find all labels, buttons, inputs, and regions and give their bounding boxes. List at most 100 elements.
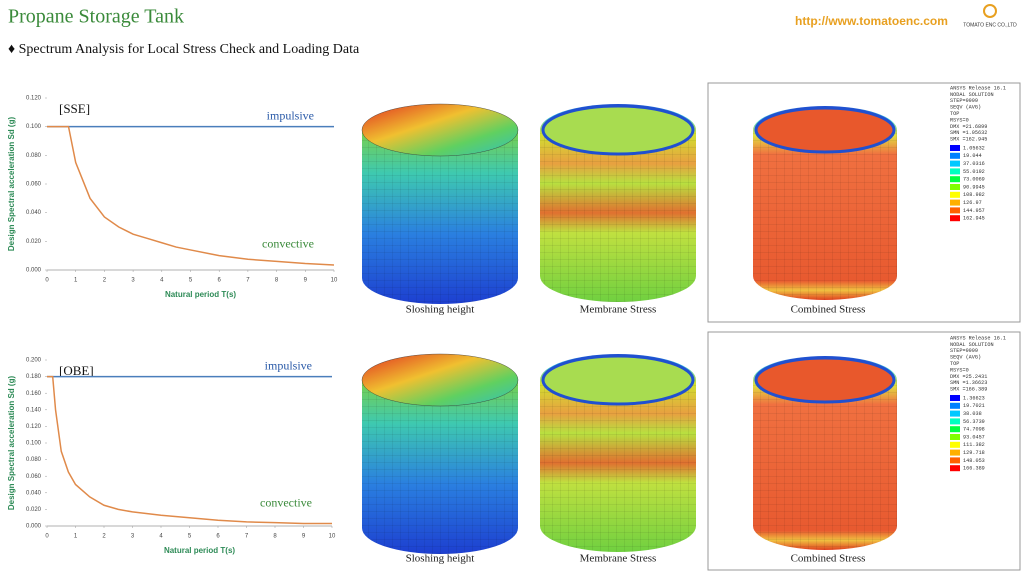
legend-header: SEQV (AVG) (950, 355, 981, 361)
x-tick-label: 0 (45, 534, 49, 540)
series-label: convective (262, 237, 314, 251)
legend-level: 90.9945 (963, 184, 985, 190)
legend-level: 55.0192 (963, 169, 985, 175)
x-tick-label: 5 (188, 534, 192, 540)
legend-swatch (950, 449, 960, 456)
tank-mesh (362, 130, 518, 304)
chart-title: [SSE] (59, 101, 90, 116)
legend-header: SMX =162.945 (950, 137, 987, 143)
legend-level: 108.982 (963, 192, 985, 198)
tank-interior (754, 356, 896, 404)
tank-interior (541, 104, 695, 156)
legend-header: TOP (950, 361, 959, 367)
logo-icon (983, 4, 997, 18)
tank-mesh (753, 130, 897, 300)
y-tick-label: 0.080 (26, 457, 42, 463)
legend-header: NODAL SOLUTION (950, 342, 994, 348)
series-label: impulsive (267, 108, 314, 122)
legend-header: ANSYS Release 16.1 (950, 85, 1006, 91)
legend-level: 144.957 (963, 208, 985, 214)
y-tick-label: 0.040 (26, 210, 42, 216)
y-tick-label: 0.020 (26, 507, 42, 513)
legend-level: 19.044 (963, 153, 982, 159)
y-tick-label: 0.080 (26, 153, 42, 159)
y-tick-label: 0.180 (26, 374, 42, 380)
x-tick-label: 1 (74, 278, 78, 284)
panel-border (707, 82, 1021, 323)
legend-level: 129.718 (963, 450, 985, 456)
x-tick-label: 3 (131, 534, 135, 540)
x-tick-label: 10 (329, 534, 336, 540)
caption: Combined Stress (791, 304, 866, 316)
subtitle: ♦ Spectrum Analysis for Local Stress Che… (8, 42, 360, 57)
legend-level: 93.0457 (963, 434, 985, 440)
x-tick-label: 5 (189, 278, 193, 284)
x-tick-label: 10 (331, 278, 338, 284)
caption: Combined Stress (791, 553, 866, 565)
legend-swatch (950, 395, 960, 401)
tank-mesh (362, 380, 518, 554)
y-tick-label: 0.060 (26, 182, 42, 188)
y-tick-label: 0.100 (26, 124, 42, 130)
y-tick-label: 0.040 (26, 490, 42, 496)
legend-level: 73.0069 (963, 177, 985, 183)
legend-level: 19.7021 (963, 403, 985, 409)
y-axis-label: Design Spectral acceleration Sd (g) (7, 376, 16, 511)
legend-swatch (950, 184, 960, 190)
series-label: impulsive (265, 358, 312, 372)
y-tick-label: 0.020 (26, 239, 42, 245)
series-label: convective (260, 495, 312, 509)
y-tick-label: 0.140 (26, 407, 42, 413)
legend-header: RSYS=0 (950, 367, 969, 373)
legend-level: 166.389 (963, 466, 985, 472)
legend-swatch (950, 441, 960, 448)
legend-header: ANSYS Release 16.1 (950, 335, 1006, 341)
x-tick-label: 7 (245, 534, 249, 540)
title: Propane Storage Tank (8, 6, 184, 28)
legend-swatch (950, 410, 960, 417)
legend-swatch (950, 176, 960, 183)
legend-header: STEP=9999 (950, 98, 978, 104)
tank-roof (361, 103, 519, 157)
y-tick-label: 0.000 (26, 524, 42, 530)
legend-swatch (950, 199, 960, 206)
legend-header: STEP=9999 (950, 348, 978, 354)
logo: TOMATO ENC CO.,LTD (963, 22, 1017, 28)
x-tick-label: 7 (246, 278, 250, 284)
y-tick-label: 0.000 (26, 268, 42, 274)
legend-swatch (950, 402, 960, 409)
chart-title: [OBE] (59, 363, 94, 378)
x-tick-label: 2 (102, 534, 106, 540)
x-axis-label: Natural period T(s) (165, 290, 236, 299)
tank-interior (541, 354, 695, 406)
caption: Sloshing height (406, 304, 475, 316)
tank-roof (361, 353, 519, 407)
legend-level: 111.382 (963, 442, 985, 448)
x-tick-label: 0 (45, 278, 49, 284)
series-line (47, 125, 335, 266)
caption: Sloshing height (406, 553, 475, 565)
legend-header: SMX =166.389 (950, 387, 987, 393)
x-tick-label: 3 (131, 278, 135, 284)
legend-level: 37.0316 (963, 161, 985, 167)
legend-swatch (950, 457, 960, 464)
tank-mesh (540, 130, 696, 302)
legend-swatch (950, 207, 960, 214)
legend-header: DMX =25.2431 (950, 374, 987, 380)
y-axis-label: Design Spectral acceleration Sd (g) (7, 117, 16, 252)
legend-header: TOP (950, 111, 959, 117)
legend-swatch (950, 215, 960, 222)
x-tick-label: 2 (103, 278, 107, 284)
url: http://www.tomatoenc.com (795, 14, 948, 28)
x-tick-label: 4 (159, 534, 163, 540)
tank-mesh (753, 380, 897, 550)
y-tick-label: 0.060 (26, 474, 42, 480)
legend-level: 1.36623 (963, 395, 985, 401)
legend-swatch (950, 145, 960, 151)
legend-level: 38.038 (963, 411, 982, 417)
panel-border (707, 331, 1021, 571)
x-tick-label: 6 (216, 534, 220, 540)
legend-level: 56.3739 (963, 419, 985, 425)
legend-swatch (950, 465, 960, 472)
legend-header: NODAL SOLUTION (950, 92, 994, 98)
